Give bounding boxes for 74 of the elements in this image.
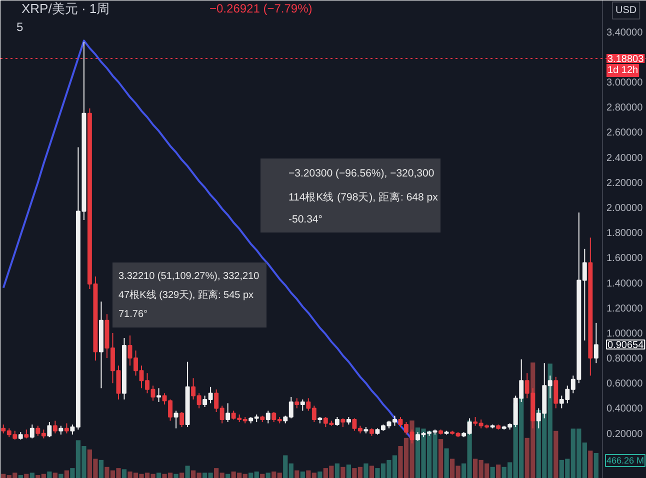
candlestick [64,422,69,434]
bar [98,460,104,478]
y-tick-label: 3.40000 [606,27,644,38]
candlestick [52,420,58,434]
bar [24,474,29,478]
y-tick-label: 1.60000 [606,253,644,264]
y-tick-label: 2.80000 [606,102,644,114]
ref-line-label: 3.18803 [608,54,644,65]
annotation: -50.34° [288,214,322,226]
candlestick [174,410,178,429]
candlestick [300,398,305,412]
bar [156,472,162,478]
y-axis-title: USD [616,5,637,16]
bar [346,464,351,478]
bar [334,463,340,478]
annotation: 47根K线 (329天), 距离: 545 px [118,289,254,301]
annotation: 114根K线 (798天), 距离: 648 px [288,190,439,204]
y-tick-label: 2.60000 [606,128,644,139]
bar [318,472,322,478]
y-tick-label: 2.40000 [606,152,644,164]
candlestick [30,424,34,439]
candlestick [226,402,230,423]
candlestick [594,322,598,364]
y-tick-label: 1.80000 [606,228,644,240]
bar [226,474,230,478]
bar [179,472,184,478]
bar [444,448,449,478]
bar [260,474,265,478]
bar [64,470,69,478]
bar [174,474,178,478]
bar [47,472,52,478]
annotation: 5 [16,20,24,34]
text: 0.90654 [608,340,644,351]
bar [554,430,558,478]
bar [300,472,305,478]
y-tick-label: 0.20000 [606,428,644,440]
chart-title: XRP/美元 · 1周 [22,1,110,16]
annotation: −3.20300 (−96.56%), −320,300 [288,168,434,180]
bar [490,466,495,478]
text: 466.26 M [606,456,644,466]
candlestick [554,376,558,409]
annotation: 71.76° [118,309,148,320]
candlestick [47,422,52,438]
candlestick [294,398,300,409]
bar [266,472,270,478]
bar [496,464,501,478]
bar [185,466,190,478]
y-tick-label: 0.80000 [606,354,644,365]
bar [340,466,346,478]
text: 1d 12h [608,65,638,76]
bar [18,475,23,478]
y-tick-label: 1.40000 [606,278,644,290]
y-tick-label: 2.00000 [606,203,644,214]
bar [594,452,598,478]
bar [294,470,300,478]
y-tick-label: 1.00000 [606,328,644,340]
candlestick [180,412,184,428]
bar [438,439,444,478]
bar [52,472,58,478]
bar [364,463,368,478]
bar [588,450,593,478]
annotation: −0.26921 (−7.79%) [210,2,312,16]
y-tick-label: 3.00000 [606,78,644,89]
bar [30,472,34,478]
y-tick-label: 1.20000 [606,303,644,314]
bar [369,466,374,478]
y-tick-label: 0.40000 [606,404,644,415]
y-tick-label: 2.20000 [606,178,644,189]
annotation: 3.32210 (51,109.27%), 332,210 [118,271,260,282]
bar [122,469,127,478]
y-tick-label: 0.60000 [606,378,644,390]
bar [58,474,64,478]
candlestick [156,388,161,402]
candlestick [266,410,270,424]
